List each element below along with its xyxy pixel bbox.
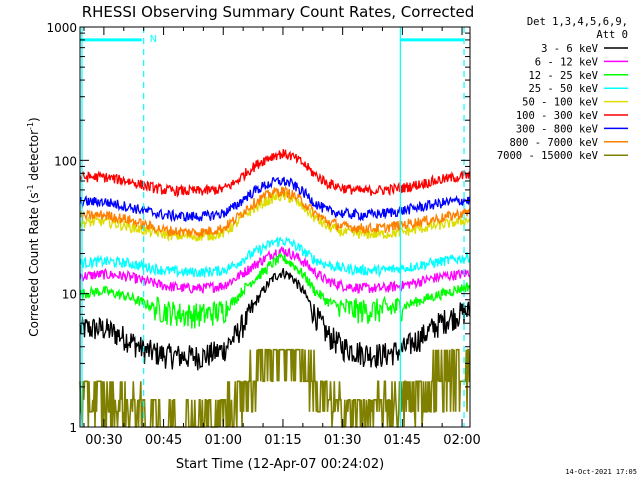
y-axis-label-superscript: -1: [26, 184, 35, 192]
series-line-800-7000keV: [79, 185, 471, 238]
x-tick-label: 00:45: [145, 433, 182, 448]
legend-header-line: Det 1,3,4,5,6,9,: [527, 16, 628, 28]
legend-label: 300 - 800 keV: [516, 123, 599, 135]
chart-title: RHESSI Observing Summary Count Rates, Co…: [82, 3, 475, 21]
y-tick-label: 100: [54, 154, 77, 168]
footer-timestamp: 14-Oct-2021 17:05: [565, 468, 637, 476]
legend-label: 800 - 7000 keV: [509, 137, 598, 149]
series-line-25-50keV: [79, 236, 471, 279]
legend-label: 3 - 6 keV: [541, 43, 599, 55]
series-line-50-100keV: [79, 190, 471, 243]
plot-area: N: [79, 27, 471, 428]
x-axis-label: Start Time (12-Apr-07 00:24:02): [176, 457, 384, 472]
legend-label: 25 - 50 keV: [528, 83, 598, 95]
legend-label: 50 - 100 keV: [522, 97, 599, 109]
series-line-12-25keV: [79, 252, 471, 329]
x-tick-label: 01:30: [324, 433, 361, 448]
y-axis-label: Corrected Count Rate (s-1 detector-1): [26, 117, 41, 336]
x-tick-label: 02:00: [443, 433, 480, 448]
legend-label: 6 - 12 keV: [535, 56, 599, 68]
y-tick-label: 1000: [46, 21, 77, 35]
legend-label: 100 - 300 keV: [516, 110, 599, 122]
legend-header-line: Att 0: [596, 29, 628, 41]
legend-label: 12 - 25 keV: [528, 70, 598, 82]
series-line-100-300keV: [79, 149, 471, 198]
series-line-3-6keV: [79, 268, 471, 371]
x-tick-label: 01:45: [384, 433, 421, 448]
legend-label: 7000 - 15000 keV: [497, 150, 599, 162]
plot-frame: [79, 26, 471, 428]
marker-label: N: [150, 34, 157, 45]
y-axis-label-part: ): [27, 117, 41, 122]
series-line-6-12keV: [79, 245, 470, 294]
series-line-300-800keV: [79, 176, 471, 223]
y-axis-label-part: detector: [27, 130, 41, 185]
x-tick-label: 01:15: [264, 433, 301, 448]
y-tick-label: 10: [62, 288, 77, 302]
y-tick-label: 1: [69, 421, 77, 435]
x-tick-label: 01:00: [205, 433, 242, 448]
svg-text:Corrected Count Rate (s-1 dete: Corrected Count Rate (s-1 detector-1): [26, 117, 41, 336]
series-line-7000-15000keV: [79, 348, 471, 428]
x-tick-label: 00:30: [85, 433, 122, 448]
y-axis-label-part: Corrected Count Rate (s: [27, 192, 41, 336]
y-axis-label-superscript: -1: [26, 122, 35, 130]
